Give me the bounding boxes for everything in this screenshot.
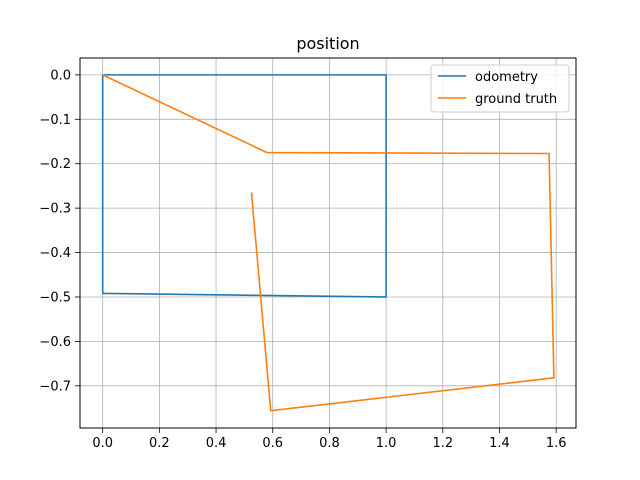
y-axis-ticks: 0.0 −0.1 −0.2 −0.3 −0.4 −0.5 −0.6 −0.7 bbox=[39, 68, 80, 394]
y-tick-label: −0.4 bbox=[39, 246, 71, 261]
plot-frame bbox=[79, 57, 577, 429]
y-tick-label: −0.3 bbox=[39, 202, 71, 217]
legend-ground-truth-label: ground truth bbox=[475, 92, 557, 107]
y-tick-label: −0.7 bbox=[39, 379, 71, 394]
x-tick-label: 1.6 bbox=[546, 436, 567, 451]
x-tick-label: 1.0 bbox=[376, 436, 397, 451]
y-tick-label: −0.5 bbox=[39, 290, 71, 305]
y-tick-label: 0.0 bbox=[50, 68, 71, 83]
x-tick-label: 0.2 bbox=[149, 436, 170, 451]
x-tick-label: 0.0 bbox=[92, 436, 113, 451]
y-tick-label: −0.6 bbox=[39, 335, 71, 350]
x-tick-label: 0.4 bbox=[206, 436, 227, 451]
x-tick-label: 1.4 bbox=[489, 436, 510, 451]
x-tick-label: 0.6 bbox=[262, 436, 283, 451]
y-tick-label: −0.2 bbox=[39, 157, 71, 172]
x-tick-label: 1.2 bbox=[432, 436, 453, 451]
x-axis-ticks: 0.0 0.2 0.4 0.6 0.8 1.0 1.2 1.4 1.6 bbox=[92, 428, 567, 451]
series-line-ground-truth bbox=[102, 74, 555, 412]
legend-odometry-label: odometry bbox=[475, 70, 538, 85]
series-line-odometry bbox=[101, 74, 387, 298]
legend: odometry ground truth bbox=[430, 64, 570, 113]
chart-title: position bbox=[296, 34, 359, 53]
x-tick-label: 0.8 bbox=[319, 436, 340, 451]
series-lines bbox=[101, 74, 555, 412]
y-tick-label: −0.1 bbox=[39, 113, 71, 128]
